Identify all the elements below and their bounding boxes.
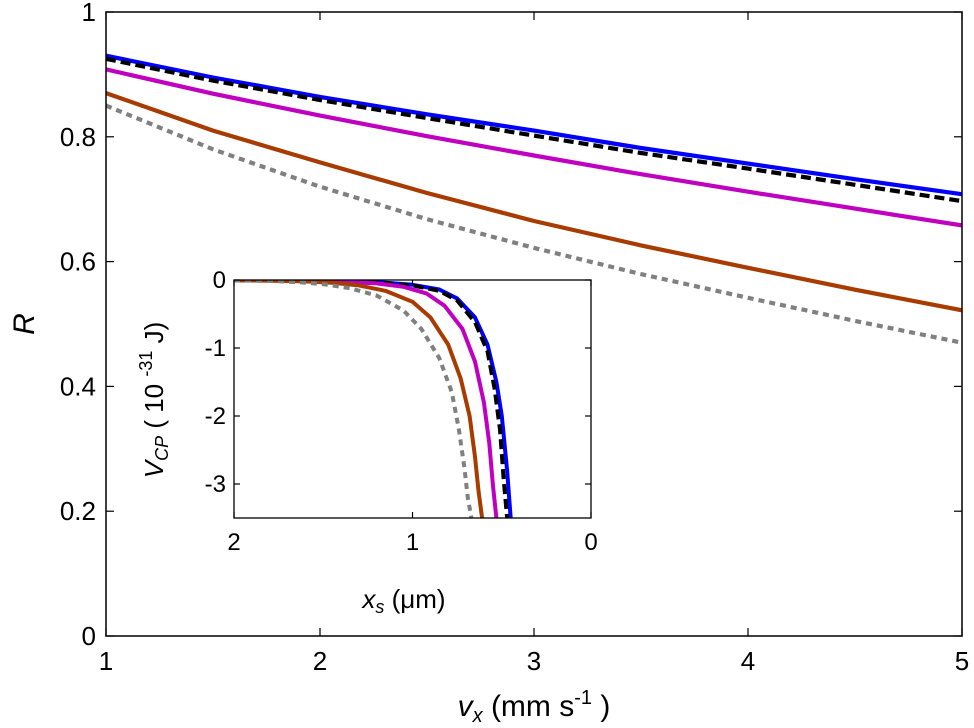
inset-x-tick-label: 2	[227, 529, 240, 556]
main-x-label-subscript: x	[472, 705, 484, 727]
inset-x-label-text: xs (μm)	[360, 584, 445, 617]
inset-y-tick-label: -3	[205, 471, 226, 498]
main-x-tick-label: 5	[955, 646, 969, 676]
main-x-label-unit: (mm s	[483, 690, 575, 723]
inset-x-label-unit: (μm)	[384, 584, 445, 614]
main-y-tick-label: 0.8	[60, 122, 96, 152]
main-y-tick-label: 0.4	[60, 371, 96, 401]
inset-axis-ticks: 2 1 0 0 -1 -2 -3	[205, 267, 598, 556]
main-series-5-line	[106, 103, 962, 345]
main-y-tick-label: 1	[82, 0, 96, 27]
main-x-tick-label: 1	[99, 646, 113, 676]
inset-x-label-subscript: s	[375, 597, 384, 617]
inset-y-label-unit-close: J)	[139, 322, 169, 351]
inset-y-label-subscript: CP	[152, 436, 172, 461]
inset-y-label-unit: ( 10	[139, 377, 169, 436]
main-axis-ticks: 1 2 3 4 5 0 0.2 0.4 0.6 0.8 1	[60, 0, 969, 676]
inset-y-label-symbol: V	[139, 458, 169, 478]
main-y-tick-label: 0.6	[60, 247, 96, 277]
main-x-label-unit-close: )	[592, 690, 610, 723]
main-x-tick-label: 2	[313, 646, 327, 676]
main-x-label-superscript: -1	[574, 687, 592, 709]
main-y-axis-label: R	[8, 313, 41, 335]
main-y-label-text: R	[8, 313, 41, 335]
inset-x-tick-label: 0	[584, 529, 597, 556]
main-series-3-line	[106, 67, 962, 228]
inset-y-tick-label: 0	[213, 267, 226, 294]
main-y-label-symbol: R	[8, 313, 41, 335]
main-x-label-symbol: v	[458, 690, 475, 723]
main-x-axis-label: vx (mm s-1 )	[458, 687, 611, 727]
main-series-4-line	[106, 91, 962, 313]
inset-y-tick-label: -1	[205, 335, 226, 362]
inset-y-axis-label: VCP ( 10 -31 J)	[136, 322, 172, 479]
main-chart: 1 2 3 4 500.20.40.60.81 vx (mm s-1 ) R	[8, 0, 969, 727]
inset-x-tick-label: 1	[406, 529, 419, 556]
inset-y-tick-label: -2	[205, 403, 226, 430]
main-series-1-line	[106, 53, 962, 197]
main-series-2-line	[106, 56, 962, 204]
inset-x-axis-label: xs (μm)	[360, 584, 445, 617]
main-x-label-text: vx (mm s-1 )	[458, 687, 611, 727]
inset-background	[234, 280, 591, 518]
inset-chart: 2 1 0 0 -1 -2 -3 xs (μm) VCP ( 10 -31 J)	[136, 267, 598, 617]
main-y-tick-label: 0.2	[60, 496, 96, 526]
inset-series-4-line	[234, 280, 485, 518]
inset-y-label-superscript: -31	[136, 351, 156, 377]
main-x-tick-label: 3	[527, 646, 541, 676]
inset-x-label-symbol: x	[360, 584, 376, 614]
main-x-tick-label: 4	[741, 646, 755, 676]
inset-series-5-line	[234, 280, 474, 518]
main-series-lines	[106, 53, 962, 345]
main-y-tick-label: 0	[82, 621, 96, 651]
inset-y-label-text: VCP ( 10 -31 J)	[136, 322, 172, 479]
